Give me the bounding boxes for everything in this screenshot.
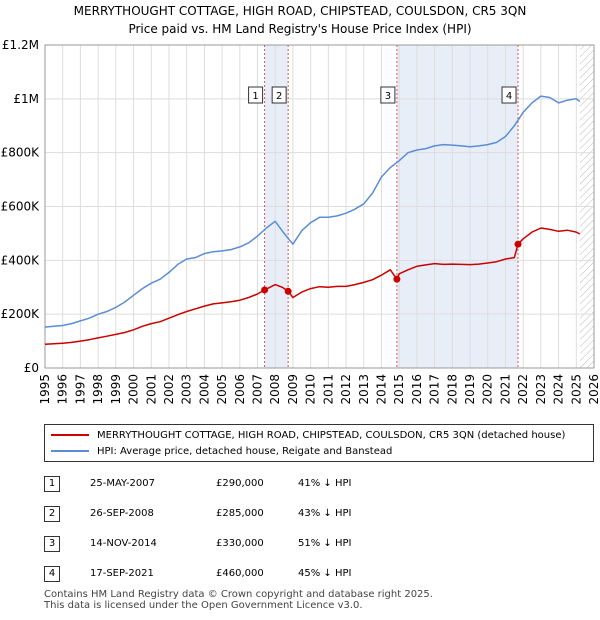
x-tick-label: 1997 bbox=[73, 374, 87, 405]
sale-price: £290,000 bbox=[216, 478, 264, 489]
x-tick-label: 2016 bbox=[410, 374, 424, 405]
x-tick-label: 1995 bbox=[38, 374, 52, 405]
footer-line-licence: This data is licensed under the Open Gov… bbox=[44, 600, 363, 611]
x-tick-label: 1998 bbox=[91, 374, 105, 405]
x-tick-label: 2011 bbox=[321, 374, 335, 405]
legend-swatch-property bbox=[51, 434, 89, 436]
sale-number-box bbox=[380, 86, 396, 104]
x-tick-label: 2007 bbox=[251, 374, 265, 405]
x-tick-label: 2003 bbox=[180, 374, 194, 405]
sale-date: 14-NOV-2014 bbox=[90, 538, 157, 549]
sale-hpi-diff: 45% ↓ HPI bbox=[298, 568, 352, 579]
footer-line-copyright: Contains HM Land Registry data © Crown c… bbox=[44, 589, 433, 600]
x-tick-label: 2006 bbox=[233, 374, 247, 405]
y-tick-label: £0 bbox=[24, 361, 39, 375]
y-tick-label: £800K bbox=[1, 146, 41, 160]
sale-price: £285,000 bbox=[216, 508, 264, 519]
series-line-hpi bbox=[44, 95, 581, 328]
legend-label-property: MERRYTHOUGHT COTTAGE, HIGH ROAD, CHIPSTE… bbox=[97, 430, 566, 441]
x-tick-label: 2009 bbox=[286, 374, 300, 405]
y-tick-label: £400K bbox=[1, 253, 41, 267]
x-tick-label: 2014 bbox=[374, 374, 388, 405]
sale-number-box bbox=[501, 86, 517, 104]
x-tick-label: 2019 bbox=[463, 374, 477, 405]
legend-item-hpi: HPI: Average price, detached house, Reig… bbox=[51, 445, 392, 459]
legend-swatch-hpi bbox=[51, 450, 89, 452]
legend-item-property: MERRYTHOUGHT COTTAGE, HIGH ROAD, CHIPSTE… bbox=[51, 429, 565, 443]
sale-number: 2 bbox=[44, 506, 60, 522]
y-tick-label: £600K bbox=[1, 200, 41, 214]
sale-price: £330,000 bbox=[216, 538, 264, 549]
sale-number-label: 4 bbox=[506, 91, 512, 102]
sale-hpi-diff: 43% ↓ HPI bbox=[298, 508, 352, 519]
sale-number-label: 3 bbox=[385, 91, 391, 102]
chart-subtitle: Price paid vs. HM Land Registry's House … bbox=[128, 22, 471, 36]
sale-date: 17-SEP-2021 bbox=[90, 568, 154, 579]
sale-row: 3 14-NOV-2014 £330,000 51% ↓ HPI bbox=[44, 532, 404, 562]
x-tick-label: 2018 bbox=[445, 374, 459, 405]
sale-date: 26-SEP-2008 bbox=[90, 508, 154, 519]
sale-row: 1 25-MAY-2007 £290,000 41% ↓ HPI bbox=[44, 472, 404, 502]
x-tick-label: 2013 bbox=[357, 374, 371, 405]
chart-legend: MERRYTHOUGHT COTTAGE, HIGH ROAD, CHIPSTE… bbox=[44, 424, 594, 462]
sale-point bbox=[261, 286, 269, 294]
x-tick-label: 2005 bbox=[215, 374, 229, 405]
footer-attribution: Contains HM Land Registry data © Crown c… bbox=[44, 589, 433, 611]
x-tick-label: 2002 bbox=[162, 374, 176, 405]
sale-point bbox=[284, 287, 292, 295]
sale-hpi-diff: 41% ↓ HPI bbox=[298, 478, 352, 489]
x-tick-label: 2015 bbox=[392, 374, 406, 405]
sale-number-label: 1 bbox=[252, 91, 258, 102]
x-tick-label: 2024 bbox=[552, 374, 566, 405]
sale-point bbox=[393, 275, 401, 283]
sale-date: 25-MAY-2007 bbox=[90, 478, 156, 489]
price-chart: MERRYTHOUGHT COTTAGE, HIGH ROAD, CHIPSTE… bbox=[1, 4, 600, 405]
x-tick-label: 2025 bbox=[569, 374, 583, 405]
x-tick-label: 2010 bbox=[304, 374, 318, 405]
chart-title: MERRYTHOUGHT COTTAGE, HIGH ROAD, CHIPSTE… bbox=[74, 4, 527, 18]
sale-price: £460,000 bbox=[216, 568, 264, 579]
x-tick-label: 2017 bbox=[428, 374, 442, 405]
x-tick-label: 2001 bbox=[144, 374, 158, 405]
plot-border bbox=[44, 44, 595, 369]
sale-point bbox=[514, 240, 522, 248]
sale-number: 3 bbox=[44, 536, 60, 552]
sale-number: 4 bbox=[44, 566, 60, 582]
y-tick-label: £1M bbox=[13, 92, 39, 106]
y-tick-label: £1.2M bbox=[2, 38, 39, 52]
x-tick-label: 2012 bbox=[339, 374, 353, 405]
x-tick-label: 2004 bbox=[197, 374, 211, 405]
x-tick-label: 2021 bbox=[498, 374, 512, 405]
series-line-property bbox=[44, 227, 581, 346]
sale-row: 2 26-SEP-2008 £285,000 43% ↓ HPI bbox=[44, 502, 404, 532]
legend-label-hpi: HPI: Average price, detached house, Reig… bbox=[97, 446, 393, 457]
y-tick-label: £200K bbox=[1, 307, 41, 321]
x-tick-label: 1999 bbox=[109, 374, 123, 405]
x-tick-label: 2026 bbox=[587, 374, 600, 405]
x-tick-label: 2008 bbox=[268, 374, 282, 405]
sales-table: 1 25-MAY-2007 £290,000 41% ↓ HPI 2 26-SE… bbox=[44, 472, 404, 592]
sale-row: 4 17-SEP-2021 £460,000 45% ↓ HPI bbox=[44, 562, 404, 592]
x-tick-label: 2020 bbox=[481, 374, 495, 405]
sale-number-box bbox=[248, 86, 264, 104]
sale-number-label: 2 bbox=[276, 91, 282, 102]
sale-hpi-diff: 51% ↓ HPI bbox=[298, 538, 352, 549]
sale-number: 1 bbox=[44, 476, 60, 492]
x-tick-label: 2000 bbox=[127, 374, 141, 405]
x-tick-label: 2022 bbox=[516, 374, 530, 405]
x-tick-label: 2023 bbox=[534, 374, 548, 405]
sale-number-box bbox=[271, 86, 287, 104]
x-tick-label: 1996 bbox=[56, 374, 70, 405]
